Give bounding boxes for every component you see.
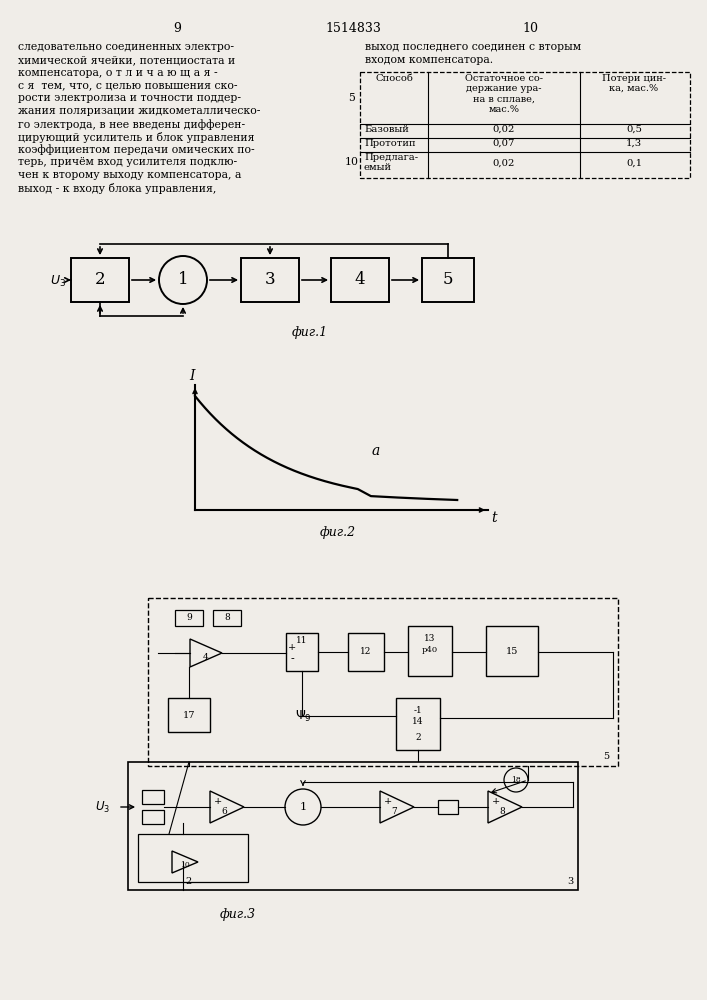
Text: 7: 7 [391,806,397,816]
Text: 0,02: 0,02 [493,159,515,168]
Text: Остаточное со-
держание ура-
на в сплаве,
мас.%: Остаточное со- держание ура- на в сплаве… [465,74,543,114]
Text: р40: р40 [422,646,438,654]
Text: 2: 2 [185,877,191,886]
Text: 14: 14 [412,718,423,726]
Text: Потери цин-
ка, мас.%: Потери цин- ка, мас.% [602,74,666,93]
Bar [331,258,389,302]
Text: 17: 17 [182,710,195,720]
Text: a: a [372,444,380,458]
Text: 1: 1 [300,802,307,812]
Text: жания поляризации жидкометаллическо-: жания поляризации жидкометаллическо- [18,106,260,116]
Text: 9: 9 [186,613,192,622]
Bar [138,834,248,882]
Text: +: + [492,796,500,806]
Text: 10: 10 [180,861,190,869]
Text: Предлага-
емый: Предлага- емый [364,153,418,172]
Bar [396,698,440,750]
Text: 1: 1 [177,271,188,288]
Text: Базовый: Базовый [364,125,409,134]
Text: выход последнего соединен с вторым: выход последнего соединен с вторым [365,42,581,52]
Bar [71,258,129,302]
Text: 13: 13 [424,634,436,643]
Text: 8: 8 [224,613,230,622]
Text: 5: 5 [349,93,356,103]
Text: I: I [189,369,194,383]
Bar [142,790,164,804]
Text: 9: 9 [173,22,181,35]
Text: 0,07: 0,07 [493,139,515,148]
Text: Прототип: Прототип [364,139,416,148]
Bar [286,633,318,671]
Text: го электрода, в нее введены дифферен-: го электрода, в нее введены дифферен- [18,119,245,130]
Text: 8: 8 [499,806,505,816]
Text: фиг.1: фиг.1 [292,326,328,339]
Text: выход - к входу блока управления,: выход - к входу блока управления, [18,183,216,194]
Bar [175,610,203,626]
Text: 10: 10 [522,22,538,35]
Text: 4: 4 [355,271,366,288]
Text: 5: 5 [443,271,453,288]
Text: 3: 3 [567,877,573,886]
Bar [128,762,578,890]
Text: 2: 2 [95,271,105,288]
Text: следовательно соединенных электро-: следовательно соединенных электро- [18,42,234,52]
Text: химической ячейки, потенциостата и: химической ячейки, потенциостата и [18,55,235,65]
Text: входом компенсатора.: входом компенсатора. [365,55,493,65]
Text: чен к второму выходу компенсатора, а: чен к второму выходу компенсатора, а [18,170,241,180]
Bar [168,698,210,732]
Text: 0,5: 0,5 [626,125,642,134]
Text: $U_3$: $U_3$ [95,799,110,815]
Text: с я  тем, что, с целью повышения ско-: с я тем, что, с целью повышения ско- [18,80,238,90]
Text: 15: 15 [506,647,518,656]
Text: 2: 2 [415,734,421,742]
Text: 1514833: 1514833 [325,22,381,35]
Text: 11: 11 [296,636,308,645]
Text: 10: 10 [345,157,359,167]
Text: фиг.3: фиг.3 [220,908,256,921]
Text: 4: 4 [203,652,209,662]
Text: +: + [384,796,392,806]
Bar [148,598,618,766]
Text: 18: 18 [511,776,521,784]
Text: -1: -1 [414,706,422,715]
Text: компенсатора, о т л и ч а ю щ а я -: компенсатора, о т л и ч а ю щ а я - [18,68,218,78]
Text: цирующий усилитель и блок управления: цирующий усилитель и блок управления [18,132,255,143]
Text: 6: 6 [221,806,227,816]
Text: терь, причём вход усилителя подклю-: терь, причём вход усилителя подклю- [18,157,237,167]
Text: коэффициентом передачи омических по-: коэффициентом передачи омических по- [18,144,255,155]
Text: 0,1: 0,1 [626,159,642,168]
Text: $\Psi_9$: $\Psi_9$ [295,708,311,724]
Bar [142,810,164,824]
Text: 3: 3 [264,271,275,288]
Text: t: t [491,511,496,525]
Text: рости электролиза и точности поддер-: рости электролиза и точности поддер- [18,93,241,103]
Bar [486,626,538,676]
Bar [241,258,299,302]
Text: 1,3: 1,3 [626,139,642,148]
Bar [213,610,241,626]
Text: 5: 5 [603,752,609,761]
Text: +: + [214,796,222,806]
Text: 12: 12 [361,648,372,656]
Bar [348,633,384,671]
Text: 0,02: 0,02 [493,125,515,134]
Bar [360,72,690,178]
Text: Способ: Способ [375,74,413,83]
Bar [422,258,474,302]
Bar [408,626,452,676]
Text: +: + [288,643,296,652]
Text: фиг.2: фиг.2 [320,526,356,539]
Text: -: - [290,654,294,664]
Text: $U_3$: $U_3$ [50,273,66,289]
Bar [438,800,458,814]
